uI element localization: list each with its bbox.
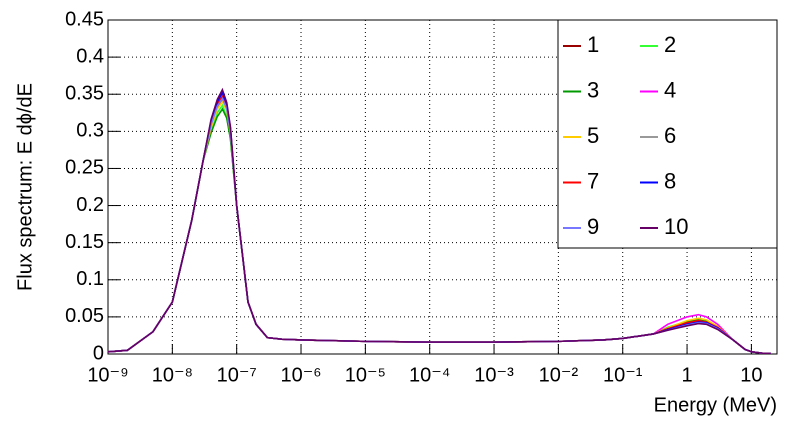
x-tick-label: 10⁻⁵ (345, 364, 386, 386)
y-tick-label: 0.2 (76, 194, 104, 216)
y-tick-label: 0.3 (76, 120, 104, 142)
legend-label: 1 (587, 32, 599, 57)
legend-label: 10 (664, 214, 688, 239)
y-tick-label: 0.4 (76, 45, 104, 67)
y-tick-label: 0 (93, 342, 104, 364)
y-tick-label: 0.05 (65, 305, 104, 327)
series-line (107, 87, 771, 355)
legend-label: 7 (587, 168, 599, 193)
y-tick-label: 0.15 (65, 231, 104, 253)
x-tick-label: 10⁻¹ (603, 364, 643, 386)
x-tick-label: 10⁻⁶ (280, 364, 321, 386)
x-tick-label: 10⁻⁴ (409, 364, 450, 386)
x-tick-label: 10 (740, 364, 762, 386)
legend-label: 3 (587, 77, 599, 102)
y-tick-label: 0.35 (65, 83, 104, 105)
x-tick-label: 10⁻⁸ (152, 364, 193, 386)
legend-label: 9 (587, 214, 599, 239)
x-tick-label: 10⁻² (539, 364, 579, 386)
legend-box (557, 19, 778, 249)
legend-label: 4 (664, 77, 676, 102)
legend-label: 5 (587, 123, 599, 148)
y-tick-label: 0.45 (65, 8, 104, 30)
x-tick-label: 10⁻⁷ (217, 364, 257, 386)
legend-label: 8 (664, 168, 676, 193)
y-axis-label: Flux spectrum: E dϕ/dE (14, 83, 36, 291)
x-tick-label: 10⁻³ (474, 364, 514, 386)
y-tick-label: 0.1 (76, 268, 104, 290)
legend-label: 6 (664, 123, 676, 148)
x-tick-label: 1 (681, 364, 692, 386)
x-tick-label: 10⁻⁹ (87, 364, 128, 386)
legend-label: 2 (664, 32, 676, 57)
x-axis-label: Energy (MeV) (654, 394, 777, 416)
y-tick-label: 0.25 (65, 157, 104, 179)
